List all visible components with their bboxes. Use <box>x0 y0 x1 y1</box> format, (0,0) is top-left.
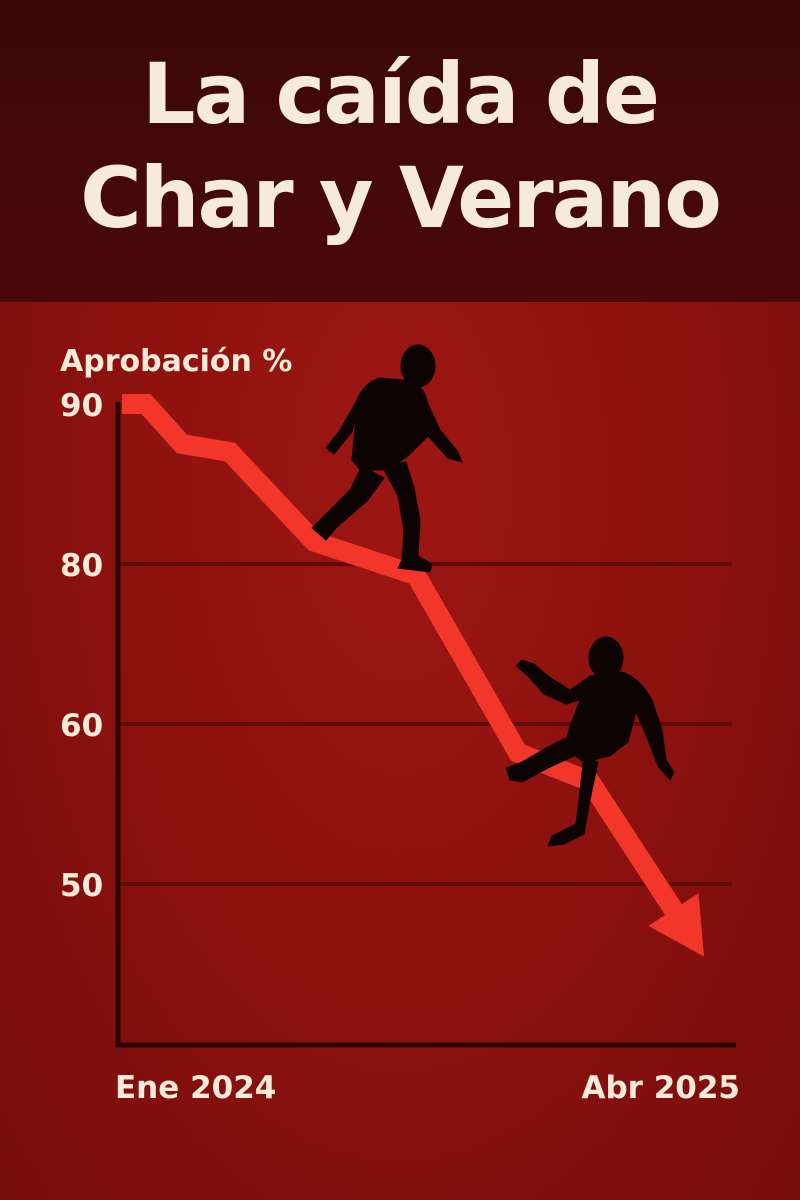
y-tick-label-90: 90 <box>60 388 103 424</box>
x-tick-label-start: Ene 2024 <box>115 1070 276 1106</box>
trend-arrowhead <box>648 893 704 957</box>
falling-man-silhouette <box>505 636 675 847</box>
y-tick-labels: 90 80 60 50 <box>60 388 103 904</box>
title-line-2: Char y Verano <box>80 149 722 247</box>
header-band <box>0 0 800 302</box>
y-tick-label-80: 80 <box>60 548 103 584</box>
title-line-1: La caída de <box>142 45 660 143</box>
x-tick-label-end: Abr 2025 <box>581 1070 740 1106</box>
walking-man-silhouette <box>311 344 463 573</box>
approval-line <box>122 394 684 919</box>
axes <box>115 402 736 1048</box>
y-tick-label-50: 50 <box>60 868 103 904</box>
approval-series <box>122 394 704 957</box>
y-tick-label-60: 60 <box>60 708 103 744</box>
y-axis-label: Aprobación % <box>60 344 292 379</box>
page-title: La caída de Char y Verano <box>0 42 800 250</box>
